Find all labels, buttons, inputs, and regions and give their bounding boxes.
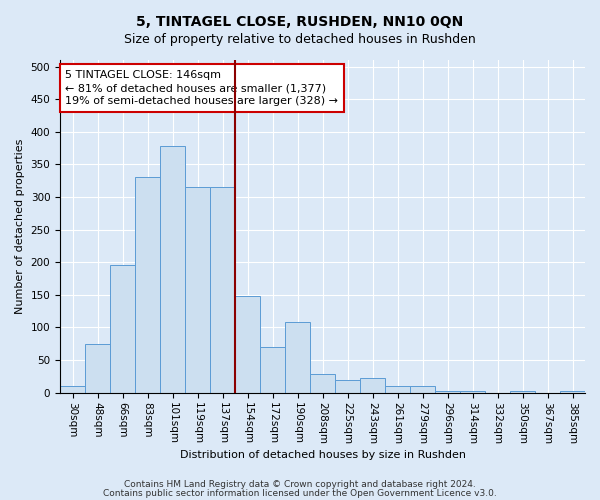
Bar: [310, 374, 335, 392]
Bar: [385, 386, 410, 392]
Y-axis label: Number of detached properties: Number of detached properties: [15, 138, 25, 314]
Bar: [335, 380, 360, 392]
Bar: [210, 187, 235, 392]
Text: Contains public sector information licensed under the Open Government Licence v3: Contains public sector information licen…: [103, 488, 497, 498]
Bar: [285, 322, 310, 392]
X-axis label: Distribution of detached houses by size in Rushden: Distribution of detached houses by size …: [179, 450, 466, 460]
Bar: [185, 187, 210, 392]
Bar: [135, 178, 160, 392]
Text: 5, TINTAGEL CLOSE, RUSHDEN, NN10 0QN: 5, TINTAGEL CLOSE, RUSHDEN, NN10 0QN: [136, 15, 464, 29]
Bar: [360, 378, 385, 392]
Text: Contains HM Land Registry data © Crown copyright and database right 2024.: Contains HM Land Registry data © Crown c…: [124, 480, 476, 489]
Bar: [435, 390, 460, 392]
Bar: [85, 344, 110, 392]
Bar: [260, 347, 285, 393]
Bar: [60, 386, 85, 392]
Bar: [235, 296, 260, 392]
Bar: [160, 146, 185, 392]
Text: 5 TINTAGEL CLOSE: 146sqm
← 81% of detached houses are smaller (1,377)
19% of sem: 5 TINTAGEL CLOSE: 146sqm ← 81% of detach…: [65, 70, 338, 106]
Bar: [410, 386, 435, 392]
Bar: [110, 266, 135, 392]
Text: Size of property relative to detached houses in Rushden: Size of property relative to detached ho…: [124, 32, 476, 46]
